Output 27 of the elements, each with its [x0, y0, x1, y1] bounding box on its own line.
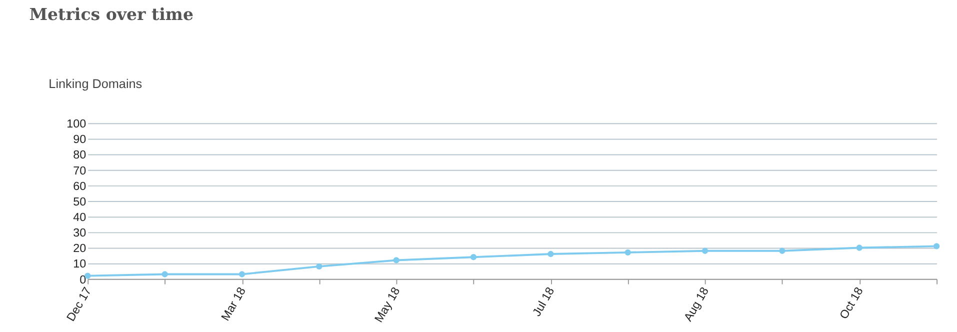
point: [393, 257, 400, 264]
y-tick-label: 90: [73, 133, 87, 146]
point: [316, 263, 322, 270]
point: [702, 248, 708, 254]
y-tick-label: 20: [73, 242, 87, 256]
y-tick-label: 100: [66, 118, 87, 131]
x-tick-label: Dec 17: [64, 285, 94, 324]
point: [548, 250, 554, 258]
y-tick-label: 70: [73, 164, 87, 178]
y-tick-label: 40: [73, 210, 87, 224]
y-tick-label: 80: [73, 148, 87, 162]
point: [624, 249, 631, 256]
y-tick-label: 60: [73, 180, 87, 193]
point: [779, 248, 786, 254]
point: [162, 271, 168, 278]
y-tick-label: 30: [73, 226, 87, 240]
point: [470, 254, 477, 260]
x-tick-label: Jul 18: [530, 285, 558, 319]
point: [238, 271, 246, 278]
x-tick-label: Oct 18: [837, 285, 866, 322]
y-tick-label: 50: [73, 195, 87, 208]
point: [933, 243, 940, 250]
y-tick-label: 10: [73, 258, 87, 271]
chart-title: Metrics over time: [29, 4, 194, 24]
text: Linking Domains: [48, 77, 142, 92]
point: [856, 244, 862, 251]
y-tick-label: 0: [80, 273, 87, 286]
